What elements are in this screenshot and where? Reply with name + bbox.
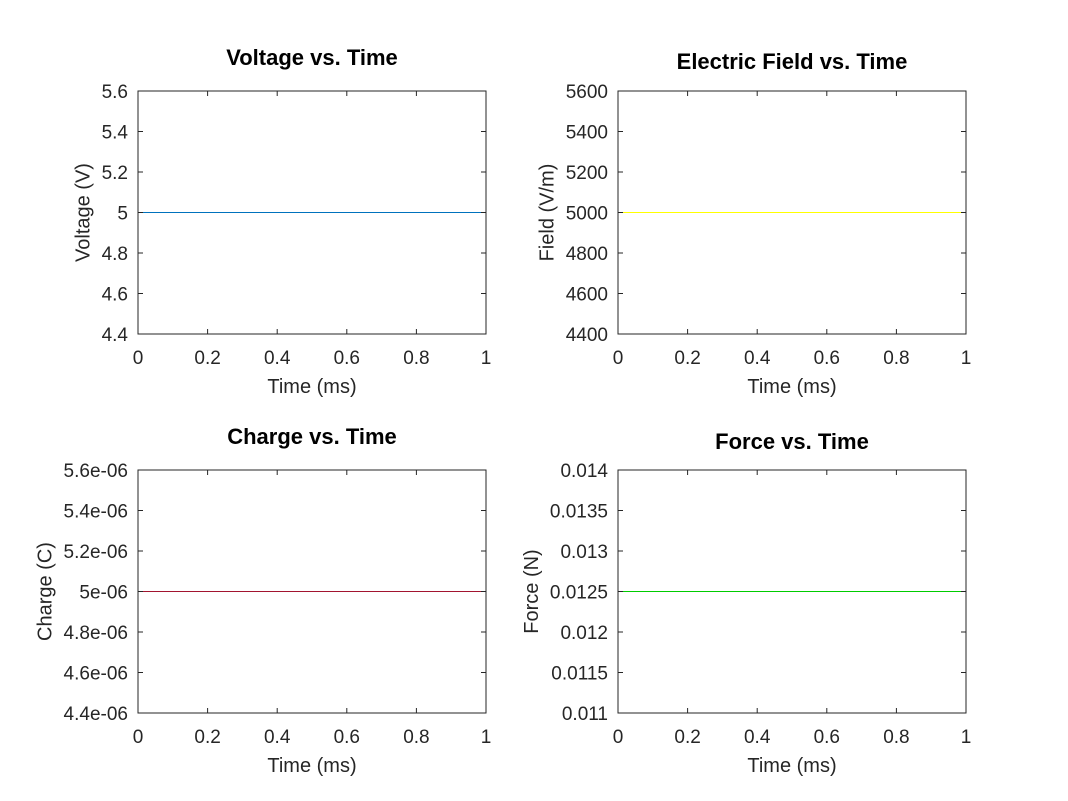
y-tick-label: 5.2e-06: [64, 542, 128, 563]
x-tick-label: 0: [613, 727, 624, 748]
y-tick-label: 4.4e-06: [64, 704, 128, 725]
electric-field-subplot: Electric Field vs. Time Time (ms) Field …: [537, 49, 972, 398]
x-axis-label: Time (ms): [747, 376, 836, 398]
y-tick-label: 0.011: [562, 704, 608, 725]
x-tick-label: 0.2: [194, 348, 220, 369]
y-tick-label: 0.0125: [550, 583, 608, 604]
y-axis-label: Voltage (V): [73, 163, 95, 262]
y-tick-label: 0.013: [560, 542, 608, 563]
x-tick-label: 0: [133, 727, 144, 748]
y-tick-label: 5400: [566, 123, 608, 144]
x-tick-label: 0.4: [264, 348, 291, 369]
y-tick-label: 0.0135: [550, 502, 608, 523]
y-tick-label: 5: [117, 204, 128, 225]
x-tick-label: 1: [481, 348, 492, 369]
charge-subplot: Charge vs. Time Time (ms) Charge (C) 0 0.…: [35, 424, 492, 777]
y-tick-label: 4400: [566, 325, 608, 346]
x-tick-label: 0.6: [814, 727, 840, 748]
x-tick-label: 0.8: [403, 727, 429, 748]
x-axis-label: Time (ms): [267, 755, 356, 777]
y-tick-label: 5600: [566, 82, 608, 103]
x-tick-label: 0.2: [674, 348, 700, 369]
y-tick-label: 5.2: [102, 163, 128, 184]
chart-title: Force vs. Time: [715, 429, 869, 454]
y-axis-label: Field (V/m): [537, 164, 559, 262]
x-axis-label: Time (ms): [747, 755, 836, 777]
chart-title: Electric Field vs. Time: [677, 49, 908, 74]
x-tick-label: 0.6: [334, 348, 360, 369]
y-tick-label: 4.4: [102, 325, 129, 346]
chart-title: Voltage vs. Time: [226, 45, 398, 70]
x-tick-label: 0.8: [403, 348, 429, 369]
force-subplot: Force vs. Time Time (ms) Force (N) 0 0.2 0…: [521, 429, 971, 777]
x-tick-label: 0.2: [674, 727, 700, 748]
x-tick-label: 0.6: [814, 348, 840, 369]
y-tick-label: 0.014: [560, 461, 608, 482]
y-axis-label: Charge (C): [35, 542, 57, 641]
chart-title: Charge vs. Time: [227, 424, 397, 449]
y-tick-label: 4.8e-06: [64, 623, 128, 644]
y-tick-label: 4.6e-06: [64, 664, 128, 685]
y-tick-label: 5.4e-06: [64, 502, 128, 523]
voltage-subplot: Voltage vs. Time Time (ms) Voltage (V) 0…: [73, 45, 492, 398]
y-tick-label: 4.6: [102, 285, 128, 306]
x-tick-label: 0.8: [883, 727, 909, 748]
y-tick-label: 5e-06: [79, 583, 128, 604]
y-tick-label: 4800: [566, 244, 608, 265]
x-tick-label: 0.8: [883, 348, 909, 369]
y-tick-label: 4.8: [102, 244, 128, 265]
x-axis-label: Time (ms): [267, 376, 356, 398]
y-tick-label: 0.0115: [551, 664, 608, 685]
x-tick-label: 1: [481, 727, 492, 748]
y-tick-label: 0.012: [560, 623, 608, 644]
x-tick-label: 0.4: [264, 727, 291, 748]
x-tick-label: 1: [961, 348, 972, 369]
y-tick-label: 4600: [566, 285, 608, 306]
x-tick-label: 0.4: [744, 348, 771, 369]
y-tick-label: 5.6e-06: [64, 461, 128, 482]
x-tick-label: 0.4: [744, 727, 771, 748]
y-tick-label: 5.6: [102, 82, 128, 103]
y-tick-label: 5.4: [102, 123, 129, 144]
x-tick-label: 0: [613, 348, 624, 369]
x-tick-label: 0: [133, 348, 144, 369]
x-tick-label: 1: [961, 727, 972, 748]
x-tick-label: 0.2: [194, 727, 220, 748]
x-tick-label: 0.6: [334, 727, 360, 748]
y-tick-label: 5000: [566, 204, 608, 225]
y-tick-label: 5200: [566, 163, 608, 184]
y-axis-label: Force (N): [521, 549, 543, 633]
